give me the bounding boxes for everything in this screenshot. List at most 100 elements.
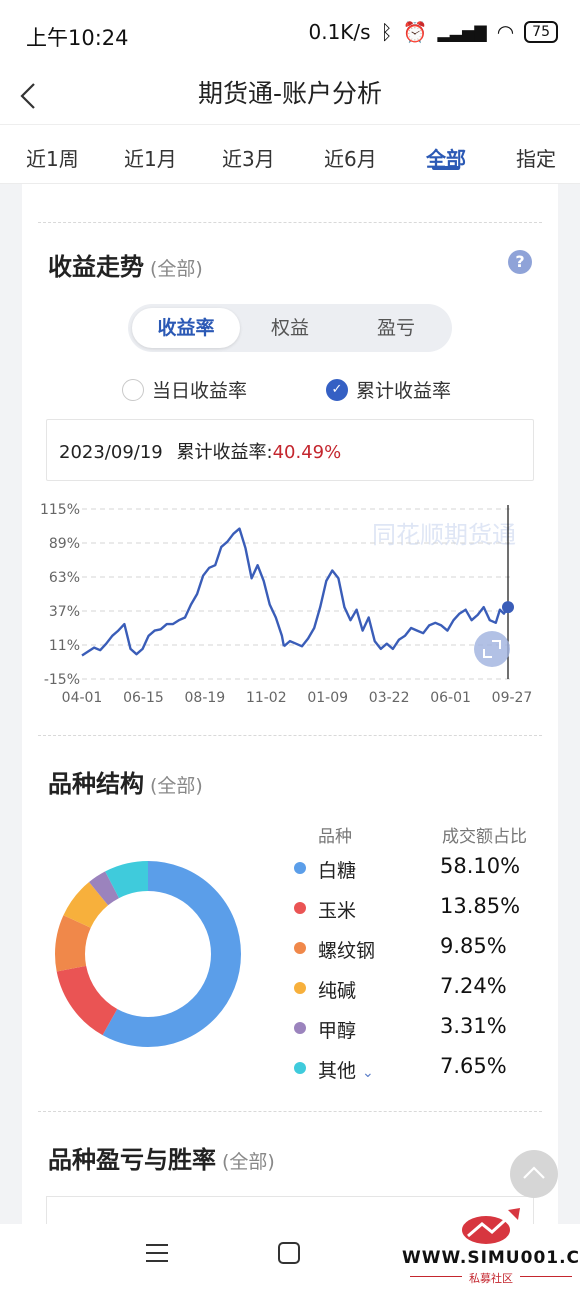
return-line-series <box>283 569 512 651</box>
tab-6-months[interactable]: 近6月 <box>324 147 377 171</box>
watermark-sub: 私募社区 <box>469 1272 513 1285</box>
info-value: 40.49% <box>272 442 342 463</box>
divider <box>38 1111 542 1112</box>
y-tick-label: 37% <box>49 604 80 620</box>
watermark-line <box>520 1276 572 1277</box>
legend-row: 玉米 13.85% <box>294 890 554 930</box>
info-label: 累计收益率: <box>176 442 273 463</box>
battery-icon: 75 <box>524 21 558 43</box>
legend-share: 9.85% <box>440 934 507 958</box>
chevron-up-icon <box>523 1166 545 1179</box>
legend-row: 螺纹钢 9.85% <box>294 930 554 970</box>
tooltip-info-box: 2023/09/19 累计收益率:40.49% <box>46 419 534 481</box>
legend-header-share: 成交额占比 <box>442 827 527 847</box>
variety-scope: (全部) <box>150 775 203 797</box>
info-date: 2023/09/19 <box>59 442 163 463</box>
page-title: 期货通-账户分析 <box>197 79 383 108</box>
back-button[interactable] <box>20 76 50 116</box>
legend-share: 58.10% <box>440 854 521 878</box>
legend-share: 7.24% <box>440 974 507 998</box>
tab-1-week[interactable]: 近1周 <box>26 147 79 171</box>
tab-3-months[interactable]: 近3月 <box>222 147 275 171</box>
y-tick-label: 11% <box>49 638 80 654</box>
signal-icon: ▂▃▅▇ <box>437 22 487 42</box>
legend-row: 白糖 58.10% <box>294 850 554 890</box>
y-tick-label: 89% <box>49 536 80 552</box>
radio-cumulative-label: 累计收益率 <box>356 380 452 402</box>
legend-dot <box>294 942 306 954</box>
legend-dot <box>294 902 306 914</box>
metric-segment-control: 收益率 权益 盈亏 <box>128 304 452 352</box>
legend-name: 螺纹钢 <box>318 940 376 962</box>
site-watermark: WWW.SIMU001.CN 私募社区 <box>402 1206 580 1286</box>
legend-row[interactable]: 其他 ⌄ 7.65% <box>294 1050 554 1090</box>
x-tick-label: 01-09 <box>307 690 348 706</box>
legend-name: 玉米 <box>318 900 357 922</box>
status-bar: 上午10:24 0.1K/s ᛒ ⏰ ▂▃▅▇ ◠ 75 <box>0 0 580 68</box>
legend-dot <box>294 1022 306 1034</box>
scroll-to-top-button[interactable] <box>510 1150 558 1198</box>
menu-icon[interactable] <box>146 1244 168 1262</box>
expand-button <box>474 631 510 667</box>
x-tick-label: 06-01 <box>430 690 471 706</box>
period-tabs: 近1周 近1月 近3月 近6月 全部 指定 <box>0 124 580 184</box>
bluetooth-icon: ᛒ <box>380 20 393 44</box>
donut-svg <box>55 861 241 1047</box>
y-tick-label: -15% <box>44 672 80 688</box>
analysis-card: 收益走势 (全部) ? 收益率 权益 盈亏 当日收益率 ✓ 累计收益率 2023/… <box>22 184 558 1236</box>
chevron-left-icon <box>20 83 35 109</box>
check-icon: ✓ <box>326 378 348 401</box>
legend-share: 7.65% <box>440 1054 507 1078</box>
radio-daily-label: 当日收益率 <box>152 380 248 402</box>
watermark-line <box>410 1276 462 1277</box>
radio-daily-return[interactable]: 当日收益率 <box>122 376 247 403</box>
legend-header-name: 品种 <box>318 827 352 847</box>
expand-icon <box>492 640 501 649</box>
variety-section-title: 品种结构 (全部) <box>48 764 203 799</box>
nav-bar: 期货通-账户分析 <box>0 68 580 124</box>
alarm-icon: ⏰ <box>402 20 428 44</box>
active-tab-indicator <box>432 166 460 170</box>
watermark-logo-icon <box>462 1208 520 1244</box>
donut-slice-2[interactable] <box>55 861 241 1047</box>
legend-name: 白糖 <box>318 860 357 882</box>
pnl-table-box <box>46 1196 534 1236</box>
variety-title: 品种结构 <box>48 770 144 798</box>
x-tick-label: 09-27 <box>492 690 533 706</box>
y-tick-label: 63% <box>49 570 80 586</box>
x-tick-label: 08-19 <box>185 690 226 706</box>
segment-pnl[interactable]: 盈亏 <box>376 317 415 339</box>
legend-name: 其他 ⌄ <box>318 1060 374 1082</box>
legend-dot <box>294 1062 306 1074</box>
watermark-text: WWW.SIMU001.CN <box>402 1248 580 1268</box>
income-chart-svg: 同花顺期货通 115% 89% 63% 37% 11% -15% 04-01 06-15 08-1… <box>40 502 533 706</box>
legend-share: 13.85% <box>440 894 521 918</box>
home-icon[interactable] <box>278 1242 300 1264</box>
return-line-series <box>81 527 286 657</box>
crosshair-point <box>502 601 514 614</box>
pnl-scope: (全部) <box>222 1151 275 1173</box>
help-icon[interactable]: ? <box>508 250 532 274</box>
chevron-down-icon[interactable]: ⌄ <box>362 1065 374 1081</box>
divider <box>38 735 542 736</box>
x-tick-label: 06-15 <box>123 690 164 706</box>
wifi-icon: ◠ <box>496 20 515 44</box>
tab-custom[interactable]: 指定 <box>516 147 556 171</box>
donut-slice-5[interactable] <box>55 861 241 1047</box>
income-chart[interactable]: 同花顺期货通 115% 89% 63% 37% 11% -15% 04-01 06-15 08-1… <box>22 499 558 714</box>
status-time: 上午10:24 <box>26 26 129 50</box>
variety-donut-chart[interactable] <box>50 856 246 1052</box>
legend-dot <box>294 982 306 994</box>
x-tick-label: 03-22 <box>369 690 410 706</box>
tab-1-month[interactable]: 近1月 <box>124 147 177 171</box>
x-tick-label: 04-01 <box>62 690 103 706</box>
legend-row: 甲醇 3.31% <box>294 1010 554 1050</box>
legend-share: 3.31% <box>440 1014 507 1038</box>
legend-name: 甲醇 <box>318 1020 357 1042</box>
segment-equity[interactable]: 权益 <box>270 317 309 339</box>
segment-return-rate[interactable]: 收益率 <box>132 308 240 348</box>
radio-unchecked-icon <box>122 378 144 401</box>
radio-cumulative-return[interactable]: ✓ 累计收益率 <box>326 376 451 403</box>
network-speed: 0.1K/s <box>308 20 371 44</box>
legend-dot <box>294 862 306 874</box>
